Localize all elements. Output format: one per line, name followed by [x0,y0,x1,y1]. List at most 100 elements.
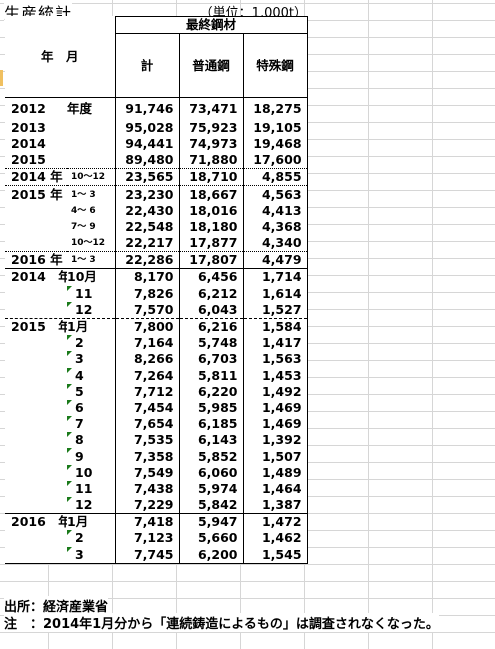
row-year: 2014 [11,135,46,151]
row-month: 6 [67,399,115,416]
table-row: 3 7,745 6,200 1,545 [5,546,308,564]
value-total: 95,028 [114,119,180,136]
row-year: 2012 [5,97,67,120]
value-special-steel: 1,453 [242,367,308,384]
row-month: 5 [67,383,115,400]
value-special-steel: 1,714 [242,268,308,286]
value-special-steel: 1,489 [242,464,308,481]
value-total: 22,286 [114,251,180,269]
col-header-ordinary-steel: 普通鋼 [178,33,244,99]
value-special-steel: 1,472 [242,513,308,531]
table-row: 10～12 22,217 17,877 4,340 [5,235,308,252]
value-ordinary-steel: 6,043 [178,301,244,319]
table-row: 2 7,164 5,748 1,417 [5,335,308,352]
row-month: 3 [67,546,116,564]
value-special-steel: 1,392 [242,432,308,449]
row-year [5,384,67,400]
row-month: 10～12 [67,168,116,186]
value-ordinary-steel: 73,471 [178,97,244,120]
row-year [5,368,67,384]
row-month: 10 [67,464,115,481]
row-year [5,546,67,564]
row-month: 2 [67,335,115,351]
row-month: 8 [67,432,115,448]
source-note: 出所：経済産業省 [4,596,109,615]
value-ordinary-steel: 18,180 [178,218,244,235]
value-total: 7,745 [114,546,180,564]
value-total: 7,712 [114,383,180,400]
value-total: 23,565 [114,168,180,186]
value-ordinary-steel: 5,811 [178,367,244,384]
value-special-steel: 1,545 [242,546,308,564]
value-special-steel: 1,563 [242,351,308,368]
value-special-steel: 19,105 [242,119,308,136]
value-special-steel: 1,417 [242,335,308,352]
row-year [5,530,67,546]
table-row: 2012 年度 91,746 73,471 18,275 [5,97,308,120]
row-year: 2015 年 [5,317,67,336]
value-ordinary-steel: 6,703 [178,351,244,368]
value-ordinary-steel: 75,923 [178,119,244,136]
value-special-steel: 1,387 [242,497,308,514]
value-special-steel: 4,855 [242,168,308,186]
value-special-steel: 17,600 [242,152,308,169]
row-month [67,136,115,152]
value-ordinary-steel: 5,974 [178,480,244,497]
value-total: 22,217 [114,235,180,252]
table-row: 2 7,123 5,660 1,462 [5,530,308,547]
value-special-steel: 1,464 [242,480,308,497]
row-month: 2 [67,530,115,546]
value-total: 7,549 [114,464,180,481]
value-special-steel: 4,368 [242,218,308,235]
value-special-steel: 1,527 [242,301,308,319]
row-year: 2014 年 [5,168,67,186]
value-ordinary-steel: 6,216 [178,317,244,336]
value-ordinary-steel: 74,973 [178,135,244,153]
value-special-steel: 4,479 [242,251,308,269]
value-special-steel: 4,413 [242,202,308,219]
value-ordinary-steel: 18,710 [178,168,244,186]
year-month-header: 年 月 [5,16,116,99]
table-row: 2014 94,441 74,973 19,468 [5,135,308,153]
value-ordinary-steel: 6,456 [178,268,244,286]
value-ordinary-steel: 5,852 [178,448,244,465]
row-year: 2016 年 [5,513,67,531]
row-month: 4～ 6 [71,205,96,216]
row-month: 12 [67,497,115,514]
value-special-steel: 1,469 [242,399,308,417]
table-row: 2015 年 1～ 3 23,230 18,667 4,563 [5,185,308,203]
footnote: 注 ：2014年1月分から「連続鋳造によるもの」は調査されなくなった。 [4,613,439,632]
row-year [5,416,67,432]
value-special-steel: 4,563 [242,185,308,203]
row-year [5,400,67,416]
row-year [5,302,67,319]
row-year [5,432,67,448]
value-ordinary-steel: 6,060 [178,464,244,481]
value-total: 8,266 [114,351,180,368]
table-row: 12 7,570 6,043 1,527 [5,301,308,319]
value-total: 7,654 [114,416,180,433]
row-year [5,286,67,302]
table-row: 2015 89,480 71,880 17,600 [5,152,308,169]
row-month: 10月 [67,268,116,286]
value-total: 7,800 [114,317,180,336]
final-steel-header: 最終鋼材 [114,15,308,35]
value-ordinary-steel: 17,877 [178,235,244,252]
table-row: 2013 95,028 75,923 19,105 [5,119,308,136]
row-selection-marker [0,70,3,86]
row-month [67,120,115,136]
table-row: 9 7,358 5,852 1,507 [5,448,308,465]
table-row: 4～ 6 22,430 18,016 4,413 [5,202,308,219]
value-ordinary-steel: 5,842 [178,497,244,514]
table-row: 7～ 9 22,548 18,180 4,368 [5,218,308,235]
row-month: 3 [67,351,115,367]
table-row: 7 7,654 6,185 1,469 [5,416,308,433]
col-header-special-steel: 特殊鋼 [242,33,308,99]
table-row: 8 7,535 6,143 1,392 [5,432,308,449]
table-row: 12 7,229 5,842 1,387 [5,497,308,514]
row-year [5,335,67,351]
value-ordinary-steel: 71,880 [178,152,244,169]
table-row: 6 7,454 5,985 1,469 [5,399,308,417]
value-special-steel: 19,468 [242,135,308,153]
table-row: 3 8,266 6,703 1,563 [5,351,308,368]
